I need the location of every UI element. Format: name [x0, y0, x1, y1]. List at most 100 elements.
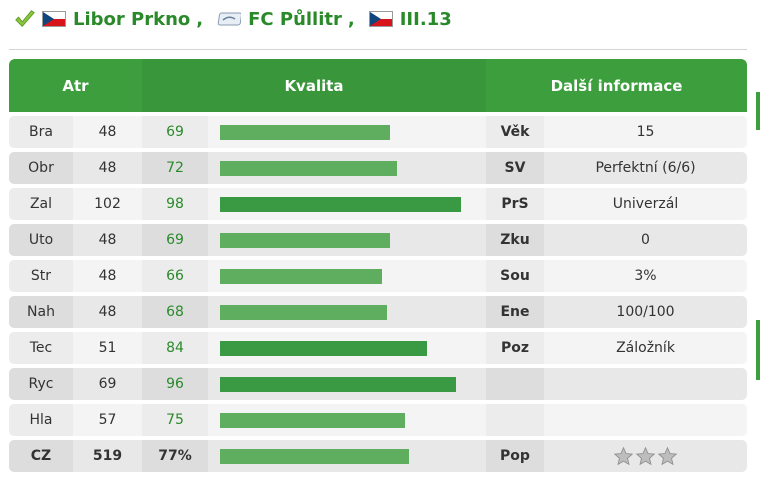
quality-bar [220, 304, 466, 320]
quality-bar [220, 268, 466, 284]
info-label: Sou [486, 260, 544, 292]
info-label: Ene [486, 296, 544, 328]
info-value [544, 368, 747, 400]
total-name: CZ [9, 440, 73, 472]
info-value [544, 404, 747, 436]
quality-bar-fill [220, 160, 398, 176]
team-badge-icon [217, 12, 242, 26]
attribute-base-value: 69 [73, 368, 142, 400]
info-value: Univerzál [544, 188, 747, 220]
quality-bar-cell [208, 296, 486, 328]
quality-bar-fill [220, 340, 427, 356]
attribute-quality-value: 72 [142, 152, 208, 184]
attribute-quality-value: 68 [142, 296, 208, 328]
column-header-dalsi-informace: Další informace [550, 76, 683, 95]
attribute-base-value: 51 [73, 332, 142, 364]
attribute-name: Bra [9, 116, 73, 148]
player-header: Libor Prkno , FC Půllitr , III.13 [14, 6, 458, 32]
column-header-kvalita[interactable]: Kvalita [142, 59, 486, 112]
table-row: Obr 48 72 SV Perfektní (6/6) [9, 152, 747, 184]
popularity-stars [613, 446, 678, 467]
table-row: Ryc 69 96 [9, 368, 747, 400]
info-value: Perfektní (6/6) [544, 152, 747, 184]
attribute-base-value: 48 [73, 260, 142, 292]
info-label [486, 368, 544, 400]
quality-bar [220, 448, 466, 464]
flag-cz-icon [42, 11, 66, 27]
table-header: Atr Kvalita Další informace [9, 59, 747, 112]
quality-bar [220, 412, 466, 428]
check-icon [15, 10, 35, 28]
separator: , [196, 8, 204, 30]
quality-bar-fill [220, 232, 390, 248]
quality-bar-cell [208, 116, 486, 148]
info-value: 3% [544, 260, 747, 292]
total-base-value: 519 [73, 440, 142, 472]
attribute-quality-value: 98 [142, 188, 208, 220]
attribute-base-value: 57 [73, 404, 142, 436]
attribute-quality-value: 66 [142, 260, 208, 292]
quality-bar [220, 124, 466, 140]
quality-bar-cell [208, 152, 486, 184]
table-row: Nah 48 68 Ene 100/100 [9, 296, 747, 328]
quality-bar [220, 340, 466, 356]
quality-bar-fill [220, 196, 462, 212]
quality-bar-fill [220, 376, 457, 392]
column-header-atr[interactable]: Atr [62, 76, 89, 95]
quality-bar-cell [208, 260, 486, 292]
quality-bar-cell [208, 224, 486, 256]
quality-bar-cell [208, 404, 486, 436]
quality-bar-cell [208, 332, 486, 364]
total-quality-value: 77% [142, 440, 208, 472]
attribute-quality-value: 69 [142, 116, 208, 148]
info-label: Věk [486, 116, 544, 148]
attribute-quality-value: 84 [142, 332, 208, 364]
info-value: 100/100 [544, 296, 747, 328]
quality-bar-fill [220, 304, 388, 320]
info-label: Zku [486, 224, 544, 256]
quality-bar-fill [220, 448, 410, 464]
attribute-name: Ryc [9, 368, 73, 400]
attribute-name: Obr [9, 152, 73, 184]
quality-bar-fill [220, 268, 383, 284]
info-label [486, 404, 544, 436]
info-label: SV [486, 152, 544, 184]
player-attributes-table: Atr Kvalita Další informace Bra 48 69 Věk 15… [9, 59, 747, 472]
info-label: Pop [486, 440, 544, 472]
attribute-name: Tec [9, 332, 73, 364]
attribute-name: Str [9, 260, 73, 292]
quality-bar-fill [220, 124, 390, 140]
table-row: Uto 48 69 Zku 0 [9, 224, 747, 256]
table-row: Zal 102 98 PrS Univerzál [9, 188, 747, 220]
quality-bar-cell [208, 368, 486, 400]
separator: , [347, 8, 355, 30]
quality-bar [220, 232, 466, 248]
attribute-base-value: 48 [73, 116, 142, 148]
table-row: Hla 57 75 [9, 404, 747, 436]
quality-bar [220, 160, 466, 176]
attribute-name: Nah [9, 296, 73, 328]
attribute-quality-value: 96 [142, 368, 208, 400]
attribute-quality-value: 69 [142, 224, 208, 256]
attribute-name: Hla [9, 404, 73, 436]
quality-bar-cell [208, 440, 486, 472]
info-value: 0 [544, 224, 747, 256]
player-name-link[interactable]: Libor Prkno [73, 8, 191, 30]
quality-bar-fill [220, 412, 405, 428]
star-icon [657, 446, 678, 465]
quality-bar [220, 376, 466, 392]
flag-cz-icon [368, 11, 393, 27]
quality-bar [220, 196, 466, 212]
table-row: Bra 48 69 Věk 15 [9, 116, 747, 148]
attribute-base-value: 48 [73, 296, 142, 328]
info-value: Záložník [544, 332, 747, 364]
star-icon [613, 446, 634, 465]
table-row: Str 48 66 Sou 3% [9, 260, 747, 292]
team-name-link[interactable]: FC Půllitr [248, 8, 342, 30]
scroll-edge [756, 92, 760, 130]
table-row-total: CZ 519 77% Pop [9, 440, 747, 472]
attribute-base-value: 48 [73, 152, 142, 184]
info-label: PrS [486, 188, 544, 220]
league-link[interactable]: III.13 [399, 8, 452, 30]
star-icon [635, 446, 656, 465]
